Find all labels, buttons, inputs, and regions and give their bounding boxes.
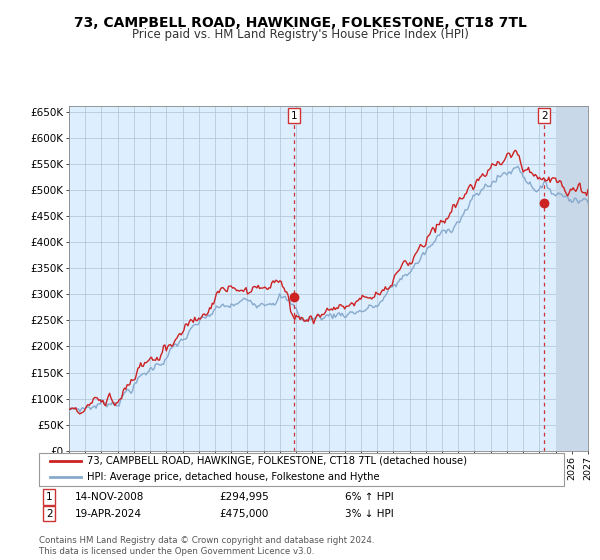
Text: 19-APR-2024: 19-APR-2024: [75, 508, 142, 519]
Text: 73, CAMPBELL ROAD, HAWKINGE, FOLKESTONE, CT18 7TL: 73, CAMPBELL ROAD, HAWKINGE, FOLKESTONE,…: [74, 16, 526, 30]
Text: Price paid vs. HM Land Registry's House Price Index (HPI): Price paid vs. HM Land Registry's House …: [131, 28, 469, 41]
Text: 1: 1: [290, 111, 297, 121]
Text: Contains HM Land Registry data © Crown copyright and database right 2024.
This d: Contains HM Land Registry data © Crown c…: [39, 536, 374, 556]
Text: 14-NOV-2008: 14-NOV-2008: [75, 492, 145, 502]
Bar: [556, 106, 588, 451]
Text: 73, CAMPBELL ROAD, HAWKINGE, FOLKESTONE, CT18 7TL (detached house): 73, CAMPBELL ROAD, HAWKINGE, FOLKESTONE,…: [87, 456, 467, 466]
Text: 1: 1: [46, 492, 53, 502]
Text: 2: 2: [541, 111, 548, 121]
Text: 6% ↑ HPI: 6% ↑ HPI: [345, 492, 394, 502]
Text: 3% ↓ HPI: 3% ↓ HPI: [345, 508, 394, 519]
Text: £294,995: £294,995: [219, 492, 269, 502]
Point: [539, 198, 549, 207]
Text: £475,000: £475,000: [219, 508, 268, 519]
Text: HPI: Average price, detached house, Folkestone and Hythe: HPI: Average price, detached house, Folk…: [87, 472, 380, 482]
Point: [289, 292, 299, 301]
Text: 2: 2: [46, 508, 53, 519]
